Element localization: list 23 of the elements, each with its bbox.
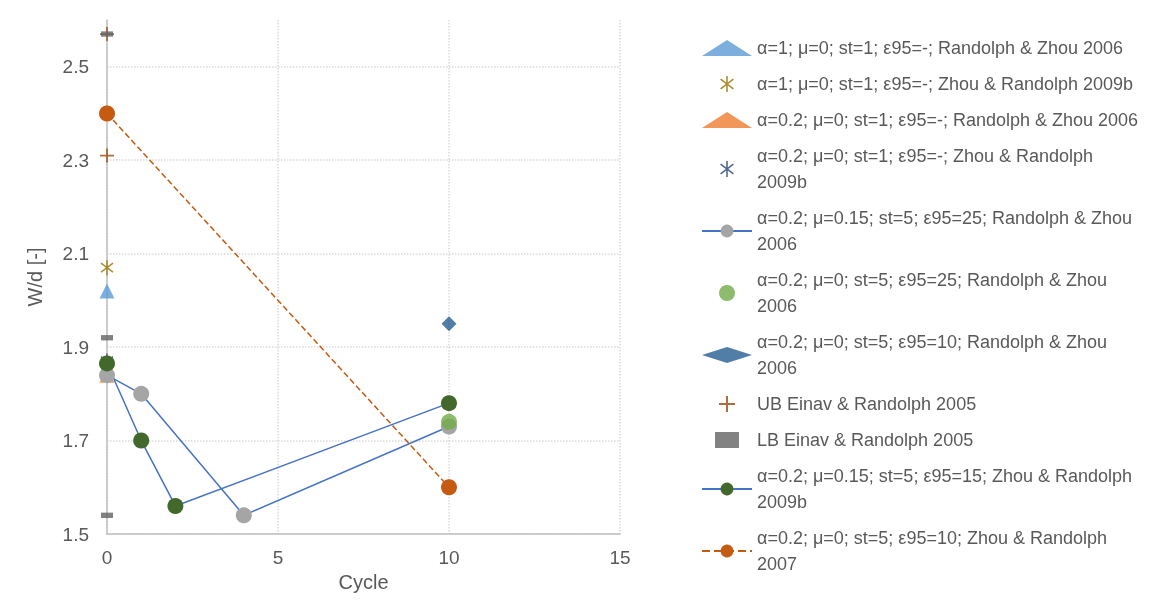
legend-label: α=0.2; μ=0; st=5; ε95=25; Randolph & Zhou 2006 [757,270,1113,316]
legend-label: α=1; μ=0; st=1; ε95=-; Randolph & Zhou 2006 [757,38,1124,58]
legend-label: α=1; μ=0; st=1; ε95=-; Zhou & Randolph 2009b [757,74,1134,94]
y-tick-label: 2.3 [62,149,89,171]
y-tick-label: 2.1 [62,243,89,265]
y-axis-title: W/d [-] [24,247,46,307]
legend-label: UB Einav & Randolph 2005 [757,394,977,414]
legend-label: α=0.2; μ=0; st=5; ε95=10; Zhou & Randolph 2007 [757,528,1113,574]
x-tick-label: 0 [101,547,113,568]
legend-label: α=0.2; μ=0; st=5; ε95=10; Randolph & Zhou 2006 [757,332,1113,378]
x-tick-label: 10 [438,547,460,568]
x-axis-title: Cycle [338,571,389,593]
y-tick-label: 2.5 [62,56,89,78]
legend-label: α=0.2; μ=0; st=1; ε95=-; Zhou & Randolph 2009b [757,146,1099,192]
x-tick-label: 15 [609,547,631,568]
x-tick-label: 5 [272,547,284,568]
y-tick-label: 1.9 [62,336,89,358]
legend-label: α=0.2; μ=0.15; st=5; ε95=15; Zhou & Randolph 2009b [757,466,1138,512]
y-tick-label: 1.7 [62,430,89,452]
legend-label: α=0.2; μ=0; st=1; ε95=-; Randolph & Zhou 2006 [757,110,1139,130]
legend-label: LB Einav & Randolph 2005 [757,430,974,450]
legend-label: α=0.2; μ=0.15; st=5; ε95=25; Randolph & Zhou 2006 [757,208,1138,254]
y-tick-label: 1.5 [62,523,89,545]
